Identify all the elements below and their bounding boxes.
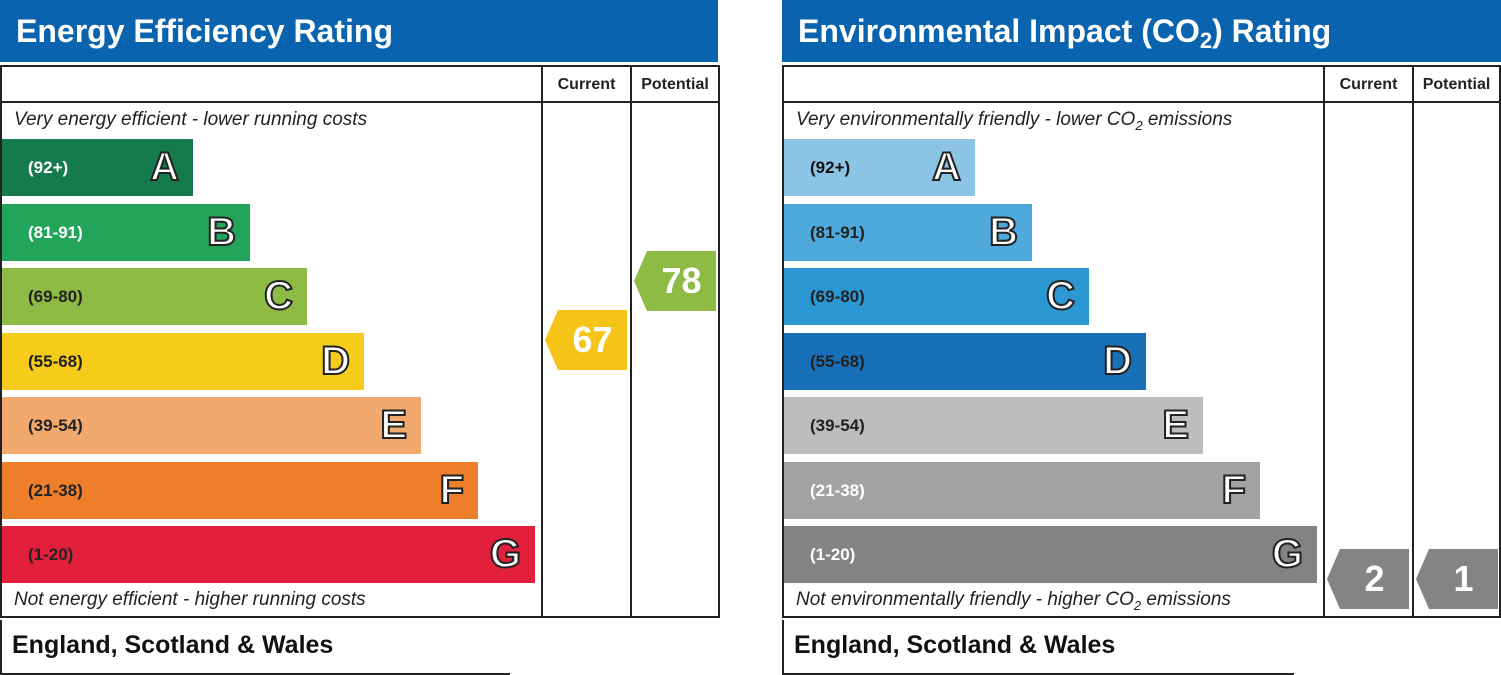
region-footer: England, Scotland & Wales (0, 620, 510, 675)
column-divider (541, 67, 543, 616)
band-b: (81-91) B (784, 203, 1032, 261)
rating-frame: Current Potential Very energy efficient … (0, 65, 720, 618)
header-divider (2, 101, 718, 103)
band-letter: D (1102, 338, 1133, 384)
band-letter: F (439, 467, 465, 513)
band-range-label: (1-20) (28, 545, 74, 564)
footer-text: England, Scotland & Wales (12, 631, 334, 659)
footer-text: England, Scotland & Wales (794, 631, 1116, 659)
title-subscript: 2 (1199, 28, 1213, 53)
band-range-label: (1-20) (810, 545, 856, 564)
current-column-header: Current (557, 76, 616, 93)
band-letter: D (320, 338, 351, 384)
pointer-arrow-shape (634, 251, 647, 311)
band-letter: B (206, 209, 237, 255)
top-caption: Very energy efficient - lower running co… (14, 109, 368, 130)
rating-frame: Current Potential Very environmentally f… (782, 65, 1501, 618)
band-range-label: (69-80) (810, 287, 865, 306)
current-column-header: Current (1339, 76, 1398, 93)
pointer-arrow-shape (1416, 549, 1429, 609)
bottom-caption-text: Not environmentally friendly - higher CO (796, 589, 1134, 610)
band-letter: G (489, 531, 522, 577)
top-caption-end: emissions (1142, 109, 1233, 130)
band-d: (55-68) D (784, 332, 1146, 390)
band-f: (21-38) F (784, 461, 1260, 519)
band-range-label: (39-54) (28, 416, 83, 435)
title-text-end: ) Rating (1212, 13, 1332, 49)
potential-rating-value: 1 (1429, 549, 1498, 609)
band-range-label: (21-38) (810, 480, 865, 500)
band-range-label: (55-68) (28, 351, 83, 371)
environmental-impact-panel: Environmental Impact (CO2) Rating Curren… (782, 0, 1501, 675)
band-range-label: (92+) (810, 158, 851, 177)
current-rating-pointer: 2 (1327, 549, 1409, 609)
column-divider (1323, 67, 1325, 616)
band-b: (81-91) B (2, 203, 250, 261)
band-d: (55-68) D (2, 332, 364, 390)
panel-title: Environmental Impact (CO2) Rating (782, 0, 1501, 62)
potential-rating-value: 78 (647, 251, 716, 311)
top-caption-text: Very environmentally friendly - lower CO (796, 109, 1136, 130)
region-footer: England, Scotland & Wales (782, 620, 1294, 675)
energy-efficiency-panel: Energy Efficiency Rating Current Potenti… (0, 0, 720, 675)
bottom-caption: Not environmentally friendly - higher CO… (796, 589, 1231, 613)
potential-rating-pointer: 1 (1416, 549, 1498, 609)
potential-column-header: Potential (641, 76, 709, 93)
band-range-label: (81-91) (28, 222, 83, 242)
band-range-label: (21-38) (28, 480, 83, 500)
bottom-caption-subscript: 2 (1133, 597, 1142, 613)
top-caption-subscript: 2 (1135, 117, 1143, 133)
band-letter: E (379, 402, 408, 448)
band-e: (39-54) E (784, 397, 1203, 454)
band-g: (1-20) G (2, 526, 535, 583)
current-rating-pointer: 67 (545, 310, 627, 370)
potential-rating-pointer: 78 (634, 251, 716, 311)
pointer-arrow-shape (545, 310, 558, 370)
column-divider (630, 67, 632, 616)
band-range-label: (39-54) (810, 416, 865, 435)
bottom-caption: Not energy efficient - higher running co… (14, 589, 366, 610)
band-letter: A (931, 144, 962, 190)
band-f: (21-38) F (2, 461, 478, 519)
band-letter: F (1221, 467, 1247, 513)
potential-column-header: Potential (1422, 76, 1491, 93)
current-rating-value: 67 (558, 310, 627, 370)
top-caption: Very environmentally friendly - lower CO… (796, 109, 1232, 133)
band-letter: A (149, 144, 180, 190)
header-divider (784, 101, 1499, 103)
band-range-label: (81-91) (810, 222, 865, 242)
band-letter: C (1045, 273, 1076, 319)
band-letter: B (988, 209, 1019, 255)
column-divider (1412, 67, 1414, 616)
band-range-label: (92+) (28, 158, 69, 177)
band-a: (92+) A (2, 139, 193, 196)
band-c: (69-80) C (2, 268, 307, 325)
band-letter: C (263, 273, 294, 319)
band-e: (39-54) E (2, 397, 421, 454)
band-letter: E (1161, 402, 1190, 448)
current-rating-value: 2 (1340, 549, 1409, 609)
band-g: (1-20) G (784, 526, 1317, 583)
panel-title: Energy Efficiency Rating (0, 0, 718, 62)
bottom-caption-end: emissions (1141, 589, 1231, 610)
band-letter: G (1271, 531, 1304, 577)
band-c: (69-80) C (784, 268, 1089, 325)
band-a: (92+) A (784, 139, 975, 196)
band-range-label: (55-68) (810, 351, 865, 371)
title-text: Environmental Impact (CO (798, 13, 1200, 49)
pointer-arrow-shape (1327, 549, 1340, 609)
title-text: Energy Efficiency Rating (16, 13, 393, 49)
band-range-label: (69-80) (28, 287, 83, 306)
